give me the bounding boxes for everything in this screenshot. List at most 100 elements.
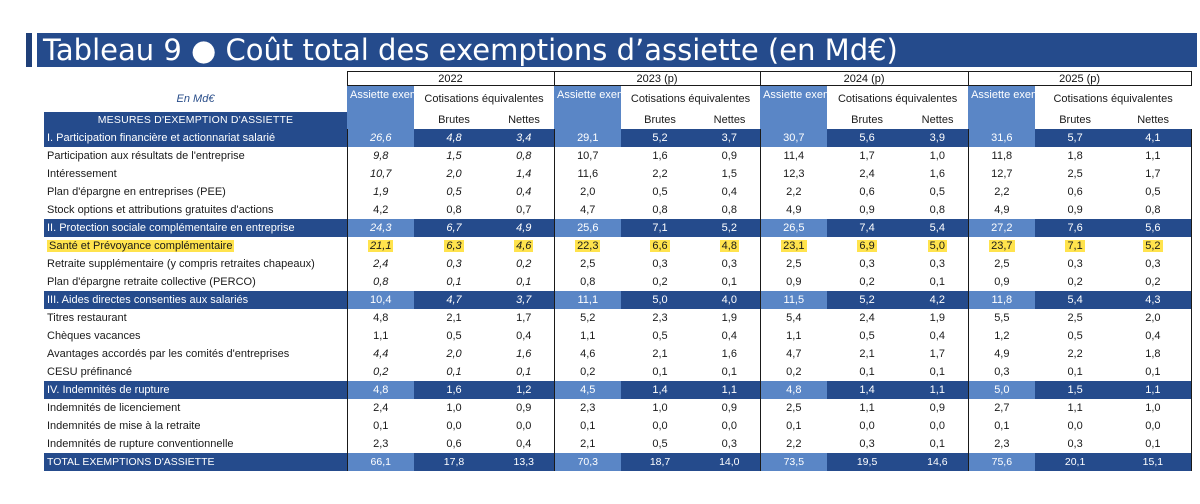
row-label-text: IV. Indemnités de rupture bbox=[47, 383, 170, 396]
value-nettes: 0,3 bbox=[699, 435, 760, 453]
value-text: 0,8 bbox=[929, 203, 945, 216]
value-text: 0,3 bbox=[721, 257, 737, 270]
value-nettes: 0,3 bbox=[699, 255, 760, 273]
value-text: 0,1 bbox=[580, 419, 596, 432]
value-assiette: 2,1 bbox=[553, 434, 622, 453]
value-text: 0,5 bbox=[652, 437, 668, 450]
value-text: 2,3 bbox=[580, 401, 596, 414]
row-label: CESU préfinancé bbox=[44, 363, 347, 381]
row-label-text: Retraite supplémentaire (y compris retra… bbox=[47, 257, 315, 270]
value-text: 1,7 bbox=[1145, 167, 1161, 180]
value-nettes: 1,9 bbox=[907, 309, 968, 327]
value-assiette: 11,5 bbox=[759, 290, 828, 309]
value-brutes: 0,1 bbox=[414, 273, 494, 291]
value-brutes: 0,0 bbox=[621, 417, 699, 435]
table-row: Titres restaurant 4,8 2,1 1,7 5,2 2,3 1,9 5,4 2,… bbox=[44, 308, 1192, 327]
value-text: 1,8 bbox=[1145, 347, 1161, 360]
table-row: Santé et Prévoyance complémentaire 21,1 6,… bbox=[44, 236, 1192, 255]
value-text: 2,0 bbox=[580, 185, 596, 198]
value-nettes: 0,1 bbox=[494, 363, 554, 381]
value-nettes: 0,2 bbox=[1115, 272, 1192, 291]
value-text: 0,3 bbox=[1145, 257, 1161, 270]
value-text: 2,2 bbox=[652, 167, 668, 180]
value-brutes: 5,6 bbox=[827, 128, 908, 147]
value-assiette: 11,1 bbox=[553, 290, 622, 309]
row-label-text: I. Participation financière et actionnar… bbox=[47, 131, 276, 144]
value-text: 0,8 bbox=[373, 275, 389, 288]
value-brutes: 2,1 bbox=[827, 345, 907, 363]
value-brutes: 4,7 bbox=[414, 290, 494, 309]
value-text: 3,7 bbox=[516, 293, 532, 306]
value-brutes: 1,1 bbox=[1035, 399, 1115, 417]
col-nettes-2024: Nettes bbox=[907, 111, 969, 129]
row-label: Plan d'épargne retraite collective (PERC… bbox=[44, 273, 347, 291]
value-text: 2,2 bbox=[786, 437, 802, 450]
value-brutes: 0,0 bbox=[414, 417, 494, 435]
value-text: 0,6 bbox=[446, 437, 462, 450]
row-label: Indemnités de licenciement bbox=[44, 399, 347, 417]
value-brutes: 0,6 bbox=[827, 183, 907, 201]
row-label: II. Protection sociale complémentaire en… bbox=[44, 218, 347, 237]
value-text: 0,9 bbox=[994, 275, 1010, 288]
value-text: 0,0 bbox=[1145, 419, 1161, 432]
value-nettes: 0,4 bbox=[907, 327, 968, 345]
value-assiette: 1,2 bbox=[967, 326, 1036, 345]
value-assiette: 22,3 bbox=[553, 236, 622, 255]
value-assiette: 0,2 bbox=[346, 362, 414, 381]
value-assiette: 12,3 bbox=[759, 164, 828, 183]
value-text: 0,8 bbox=[446, 203, 462, 216]
value-text: 1,6 bbox=[516, 347, 532, 360]
value-text: 0,9 bbox=[929, 401, 945, 414]
value-text: 0,5 bbox=[859, 329, 875, 342]
value-text: 0,4 bbox=[929, 329, 945, 342]
value-assiette: 0,1 bbox=[346, 416, 414, 435]
value-text: 1,4 bbox=[652, 383, 668, 396]
value-text: 4,3 bbox=[1145, 293, 1161, 306]
value-brutes: 0,3 bbox=[827, 255, 907, 273]
value-text: 5,0 bbox=[927, 239, 947, 252]
value-text: 12,7 bbox=[991, 167, 1013, 180]
row-label: Retraite supplémentaire (y compris retra… bbox=[44, 255, 347, 273]
value-text: 0,8 bbox=[580, 275, 596, 288]
value-text: 4,1 bbox=[1145, 131, 1161, 144]
col-nettes-2025: Nettes bbox=[1115, 111, 1192, 129]
value-brutes: 20,1 bbox=[1035, 452, 1116, 471]
value-text: 2,2 bbox=[786, 185, 802, 198]
value-nettes: 0,1 bbox=[907, 363, 968, 381]
value-text: 0,1 bbox=[994, 419, 1010, 432]
value-assiette: 2,0 bbox=[553, 182, 622, 201]
value-assiette: 0,2 bbox=[759, 362, 828, 381]
value-brutes: 2,0 bbox=[414, 345, 494, 363]
value-brutes: 2,3 bbox=[621, 309, 699, 327]
total-row: TOTAL EXEMPTIONS D'ASSIETTE 66,1 17,8 13,3 7… bbox=[44, 452, 1192, 471]
value-nettes: 1,0 bbox=[907, 147, 968, 165]
row-label-text: Intéressement bbox=[47, 167, 117, 180]
value-text: 11,6 bbox=[577, 167, 599, 180]
value-text: 0,5 bbox=[1067, 329, 1083, 342]
col-assiette-2025: Assiette exemptée bbox=[968, 85, 1036, 129]
value-nettes: 3,4 bbox=[494, 128, 555, 147]
year-header-2023: 2023 (p) bbox=[553, 71, 761, 86]
value-text: 1,4 bbox=[859, 383, 875, 396]
value-text: 5,6 bbox=[859, 131, 875, 144]
value-text: 1,5 bbox=[1067, 383, 1083, 396]
value-nettes: 4,0 bbox=[699, 290, 761, 309]
year-header-2025: 2025 (p) bbox=[967, 71, 1192, 86]
value-text: 0,1 bbox=[516, 275, 532, 288]
value-assiette: 5,5 bbox=[967, 308, 1036, 327]
table-row: Indemnités de rupture conventionnelle 2,3… bbox=[44, 434, 1192, 453]
value-text: 0,1 bbox=[929, 437, 945, 450]
value-text: 1,1 bbox=[373, 329, 389, 342]
row-label: Plan d'épargne en entreprises (PEE) bbox=[44, 183, 347, 201]
value-text: 2,5 bbox=[1067, 167, 1083, 180]
value-brutes: 1,0 bbox=[414, 399, 494, 417]
value-nettes: 0,9 bbox=[699, 399, 760, 417]
value-text: 3,9 bbox=[929, 131, 945, 144]
year-header-2024: 2024 (p) bbox=[759, 71, 969, 86]
value-text: 0,6 bbox=[1067, 185, 1083, 198]
value-text: 7,1 bbox=[1065, 239, 1085, 252]
value-text: 5,2 bbox=[1143, 239, 1163, 252]
value-brutes: 0,9 bbox=[827, 201, 907, 219]
value-text: 0,0 bbox=[929, 419, 945, 432]
value-brutes: 5,7 bbox=[1035, 128, 1116, 147]
